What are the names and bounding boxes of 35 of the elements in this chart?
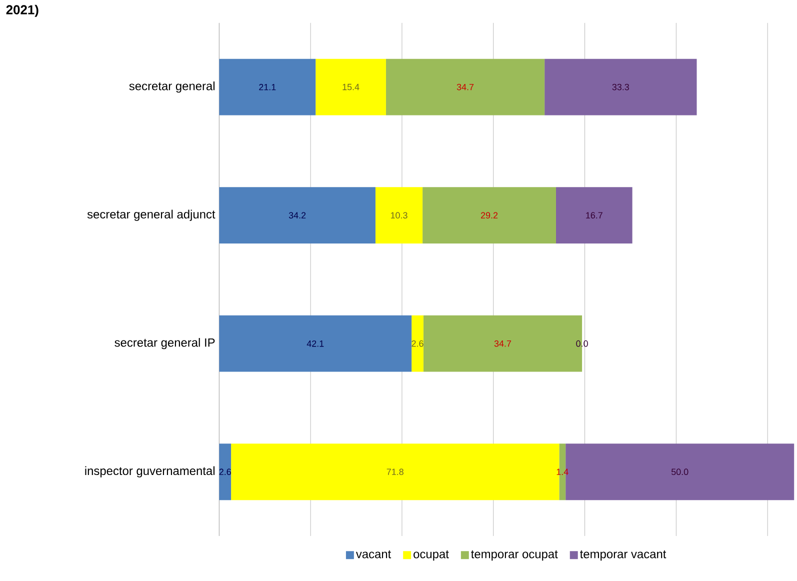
bar	[219, 444, 232, 500]
data-label: 10.3	[390, 212, 408, 219]
data-label: 71.8	[386, 468, 404, 476]
data-label: 34.7	[494, 340, 512, 347]
data-label: 42.1	[306, 340, 324, 347]
y-tick-label: secretar general adjunct	[87, 210, 216, 221]
legend-label: temporar ocupat	[471, 550, 558, 561]
data-label: 21.1	[259, 84, 276, 90]
data-label: 16.7	[586, 212, 602, 219]
y-tick-label: secretar general	[129, 82, 214, 93]
bar	[219, 58, 316, 116]
data-label: 2.6	[219, 468, 231, 476]
bar	[556, 187, 632, 244]
bar	[422, 187, 556, 244]
legend-label: ocupat	[414, 550, 449, 561]
bar	[386, 58, 545, 116]
legend-label: temporar vacant	[580, 550, 666, 561]
data-label: 15.4	[342, 84, 360, 90]
legend-label: vacant	[356, 550, 392, 558]
bar	[219, 187, 376, 244]
y-tick-label: inspector guvernamental	[85, 466, 214, 478]
data-label: 2.6	[412, 340, 424, 347]
bar	[375, 187, 423, 244]
data-label: 34.7	[456, 84, 474, 90]
data-label: 29.2	[481, 212, 498, 219]
data-label: 34.2	[288, 212, 306, 219]
data-label: 50.0	[671, 468, 688, 476]
bar	[219, 315, 412, 372]
text: 2021)	[6, 4, 38, 18]
data-label: 1.4	[556, 468, 568, 476]
y-tick-label: secretar general IP	[114, 338, 215, 350]
bar	[316, 58, 386, 116]
data-label: 33.3	[612, 84, 629, 90]
bar	[412, 315, 424, 372]
bar	[544, 58, 697, 116]
